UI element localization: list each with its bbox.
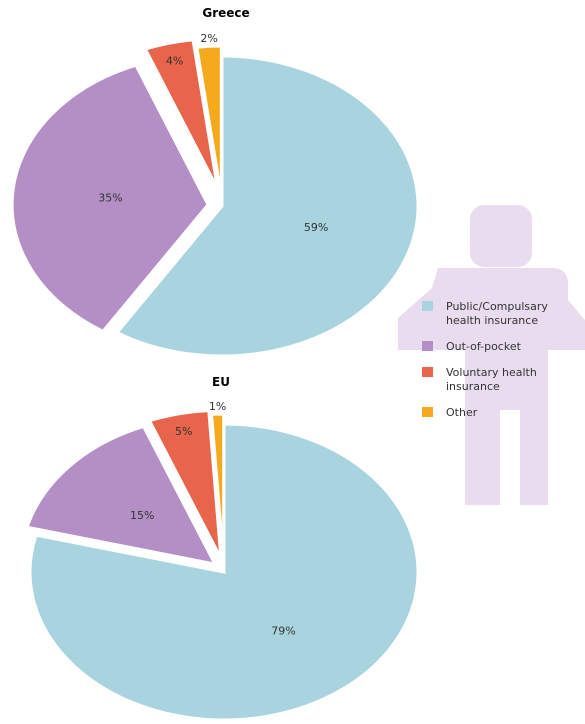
pie-chart-eu: 79% 15% 5% 1%: [25, 400, 420, 722]
chart-title-eu: EU: [212, 375, 230, 389]
legend-label-public-insurance: health insurance: [446, 314, 538, 327]
legend-label-voluntary-insurance: Voluntary health: [446, 366, 537, 379]
slice-label-out-of-pocket: 35%: [98, 192, 122, 205]
legend-item-other: Other: [422, 406, 478, 419]
silhouette-body: [398, 268, 585, 505]
pie-chart-greece: 59% 35% 4% 2%: [10, 32, 420, 358]
slice-label-other: 2%: [200, 32, 217, 45]
legend-swatch-voluntary-insurance: [422, 367, 433, 377]
slice-label-public-insurance: 79%: [271, 624, 295, 637]
silhouette-head: [470, 205, 532, 267]
legend-label-voluntary-insurance: insurance: [446, 380, 500, 393]
slice-label-public-insurance: 59%: [304, 221, 328, 234]
legend-label-other: Other: [446, 406, 478, 419]
pie-slice-voluntary-insurance: [147, 409, 223, 560]
chart-title-greece: Greece: [202, 6, 249, 20]
person-silhouette-icon: [398, 205, 585, 505]
legend-label-public-insurance: Public/Compulsary: [446, 300, 548, 313]
pie-slice-voluntary-insurance: [143, 38, 220, 190]
legend-label-out-of-pocket: Out-of-pocket: [446, 340, 522, 353]
legend-swatch-out-of-pocket: [422, 341, 433, 351]
slice-label-voluntary-insurance: 4%: [166, 55, 183, 68]
legend-swatch-other: [422, 407, 433, 417]
pie-slice-public-insurance: [28, 422, 420, 722]
slice-label-out-of-pocket: 15%: [130, 509, 154, 522]
pie-slice-out-of-pocket: [25, 424, 218, 567]
pie-slice-public-insurance: [114, 54, 420, 358]
legend-item-out-of-pocket: Out-of-pocket: [422, 340, 522, 353]
slice-label-other: 1%: [209, 400, 226, 413]
legend-swatch-public-insurance: [422, 301, 433, 311]
pie-slice-other: [195, 44, 223, 197]
pie-slice-out-of-pocket: [10, 63, 210, 334]
slice-label-voluntary-insurance: 5%: [175, 425, 192, 438]
pie-slice-other: [209, 412, 226, 563]
